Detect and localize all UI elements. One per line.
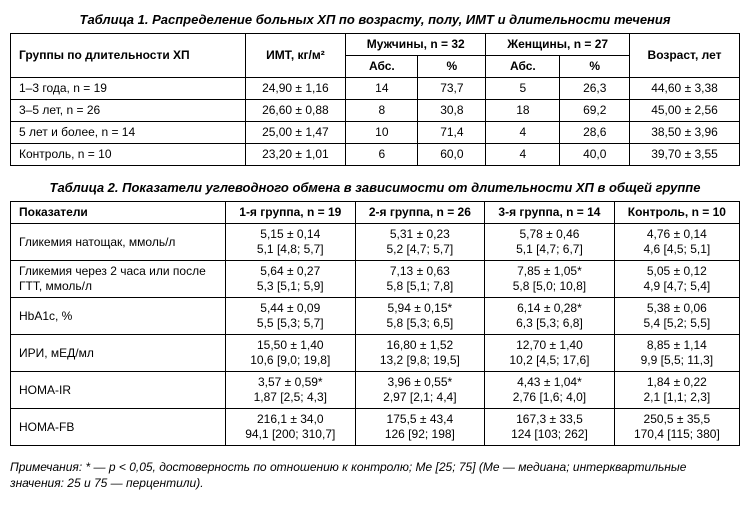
cell: 26,3 — [560, 78, 630, 100]
cell: 24,90 ± 1,16 — [245, 78, 346, 100]
cell: 167,3 ± 33,5124 [103; 262] — [485, 409, 615, 446]
cell: 69,2 — [560, 100, 630, 122]
cell: 1–3 года, n = 19 — [11, 78, 246, 100]
table1: Группы по длительности ХП ИМТ, кг/м² Муж… — [10, 33, 740, 166]
cell: 175,5 ± 43,4126 [92; 198] — [355, 409, 485, 446]
table2-title: Таблица 2. Показатели углеводного обмена… — [10, 180, 740, 195]
table-row: 3–5 лет, n = 2626,60 ± 0,88830,81869,245… — [11, 100, 740, 122]
cell: 14 — [346, 78, 418, 100]
cell: 5,31 ± 0,235,2 [4,7; 5,7] — [355, 224, 485, 261]
cell: 7,85 ± 1,05*5,8 [5,0; 10,8] — [485, 261, 615, 298]
cell: HOMA-IR — [11, 372, 226, 409]
t1-h-bmi: ИМТ, кг/м² — [245, 34, 346, 78]
t2-h-ctrl: Контроль, n = 10 — [614, 202, 739, 224]
cell: 1,84 ± 0,222,1 [1,1; 2,3] — [614, 372, 739, 409]
cell: 39,70 ± 3,55 — [630, 144, 740, 166]
cell: 4,43 ± 1,04*2,76 [1,6; 4,0] — [485, 372, 615, 409]
cell: 4 — [486, 122, 560, 144]
cell: HbA1c, % — [11, 298, 226, 335]
table-row: Гликемия натощак, ммоль/л5,15 ± 0,145,1 … — [11, 224, 740, 261]
t1-h-men: Мужчины, n = 32 — [346, 34, 486, 56]
cell: 30,8 — [418, 100, 486, 122]
cell: 4,76 ± 0,144,6 [4,5; 5,1] — [614, 224, 739, 261]
cell: 26,60 ± 0,88 — [245, 100, 346, 122]
cell: Гликемия через 2 часа или после ГТТ, ммо… — [11, 261, 226, 298]
t2-h-param: Показатели — [11, 202, 226, 224]
cell: 3–5 лет, n = 26 — [11, 100, 246, 122]
table1-title: Таблица 1. Распределение больных ХП по в… — [10, 12, 740, 27]
t1-h-pct1: % — [418, 56, 486, 78]
cell: 16,80 ± 1,5213,2 [9,8; 19,5] — [355, 335, 485, 372]
cell: 8,85 ± 1,149,9 [5,5; 11,3] — [614, 335, 739, 372]
cell: 5 лет и более, n = 14 — [11, 122, 246, 144]
cell: 250,5 ± 35,5170,4 [115; 380] — [614, 409, 739, 446]
cell: 8 — [346, 100, 418, 122]
cell: 3,96 ± 0,55*2,97 [2,1; 4,4] — [355, 372, 485, 409]
cell: Гликемия натощак, ммоль/л — [11, 224, 226, 261]
cell: 3,57 ± 0,59*1,87 [2,5; 4,3] — [226, 372, 356, 409]
table-row: 5 лет и более, n = 1425,00 ± 1,471071,44… — [11, 122, 740, 144]
cell: 7,13 ± 0,635,8 [5,1; 7,8] — [355, 261, 485, 298]
t2-h-g2: 2-я группа, n = 26 — [355, 202, 485, 224]
t1-h-abs1: Абс. — [346, 56, 418, 78]
cell: 45,00 ± 2,56 — [630, 100, 740, 122]
table-row: 1–3 года, n = 1924,90 ± 1,161473,7526,34… — [11, 78, 740, 100]
t1-h-pct2: % — [560, 56, 630, 78]
cell: 18 — [486, 100, 560, 122]
cell: 23,20 ± 1,01 — [245, 144, 346, 166]
table-row: HbA1c, %5,44 ± 0,095,5 [5,3; 5,7]5,94 ± … — [11, 298, 740, 335]
cell: 4 — [486, 144, 560, 166]
cell: 5,64 ± 0,275,3 [5,1; 5,9] — [226, 261, 356, 298]
cell: 5,94 ± 0,15*5,8 [5,3; 6,5] — [355, 298, 485, 335]
t1-h-groups: Группы по длительности ХП — [11, 34, 246, 78]
t2-h-g1: 1-я группа, n = 19 — [226, 202, 356, 224]
table-row: Гликемия через 2 часа или после ГТТ, ммо… — [11, 261, 740, 298]
cell: 5,44 ± 0,095,5 [5,3; 5,7] — [226, 298, 356, 335]
cell: ИРИ, мЕД/мл — [11, 335, 226, 372]
table2: Показатели 1-я группа, n = 19 2-я группа… — [10, 201, 740, 446]
table-row: HOMA-IR3,57 ± 0,59*1,87 [2,5; 4,3]3,96 ±… — [11, 372, 740, 409]
table-row: HOMA-FB216,1 ± 34,094,1 [200; 310,7]175,… — [11, 409, 740, 446]
cell: HOMA-FB — [11, 409, 226, 446]
table-row: ИРИ, мЕД/мл15,50 ± 1,4010,6 [9,0; 19,8]1… — [11, 335, 740, 372]
cell: 44,60 ± 3,38 — [630, 78, 740, 100]
cell: 5,78 ± 0,465,1 [4,7; 6,7] — [485, 224, 615, 261]
cell: 5,38 ± 0,065,4 [5,2; 5,5] — [614, 298, 739, 335]
cell: 5 — [486, 78, 560, 100]
cell: 25,00 ± 1,47 — [245, 122, 346, 144]
cell: 10 — [346, 122, 418, 144]
cell: 38,50 ± 3,96 — [630, 122, 740, 144]
cell: 5,15 ± 0,145,1 [4,8; 5,7] — [226, 224, 356, 261]
t2-h-g3: 3-я группа, n = 14 — [485, 202, 615, 224]
footnote: Примечания: * — p < 0,05, достоверность … — [10, 460, 740, 491]
cell: 73,7 — [418, 78, 486, 100]
cell: 5,05 ± 0,124,9 [4,7; 5,4] — [614, 261, 739, 298]
cell: 71,4 — [418, 122, 486, 144]
t1-h-women: Женщины, n = 27 — [486, 34, 630, 56]
table-row: Контроль, n = 1023,20 ± 1,01660,0440,039… — [11, 144, 740, 166]
cell: 60,0 — [418, 144, 486, 166]
cell: 12,70 ± 1,4010,2 [4,5; 17,6] — [485, 335, 615, 372]
cell: Контроль, n = 10 — [11, 144, 246, 166]
cell: 15,50 ± 1,4010,6 [9,0; 19,8] — [226, 335, 356, 372]
cell: 6,14 ± 0,28*6,3 [5,3; 6,8] — [485, 298, 615, 335]
cell: 6 — [346, 144, 418, 166]
t1-h-age: Возраст, лет — [630, 34, 740, 78]
cell: 216,1 ± 34,094,1 [200; 310,7] — [226, 409, 356, 446]
t1-h-abs2: Абс. — [486, 56, 560, 78]
cell: 40,0 — [560, 144, 630, 166]
cell: 28,6 — [560, 122, 630, 144]
